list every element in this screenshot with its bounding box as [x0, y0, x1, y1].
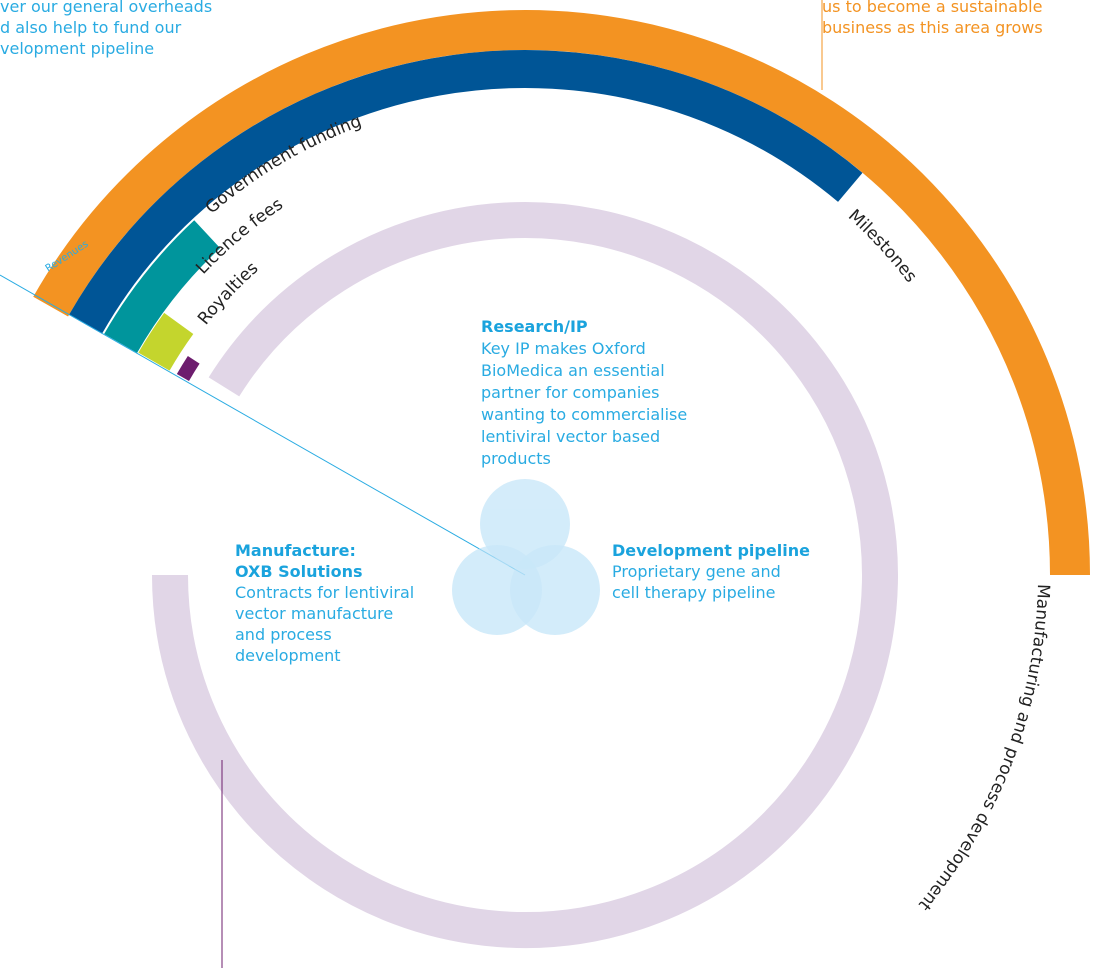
arc-label-text: Manufacturing and process development: [914, 584, 1053, 915]
revenue-line: [0, 274, 526, 576]
text-line: and process: [235, 625, 332, 644]
teal-ring: [104, 220, 221, 354]
venn-circle: [510, 545, 600, 635]
text-line: lentiviral vector based: [481, 427, 660, 446]
text-line: vector manufacture: [235, 604, 393, 623]
text-line: BioMedica an essential: [481, 361, 665, 380]
heading: Manufacture:: [235, 541, 356, 560]
arc-label: Manufacturing and process development: [914, 584, 1053, 915]
text-line: wanting to commercialise: [481, 405, 687, 424]
text-line: business as this area grows: [822, 18, 1043, 37]
orange-ring: [33, 10, 1090, 576]
text-line: d also help to fund our: [0, 18, 182, 37]
text-line: us to become a sustainable: [822, 0, 1042, 16]
heading: OXB Solutions: [235, 562, 363, 581]
text-line: velopment pipeline: [0, 39, 154, 58]
lavender-ring-fade: [152, 377, 240, 576]
arc-label: Milestones: [844, 206, 921, 287]
text-line: ver our general overheads: [0, 0, 212, 16]
lime-ring: [138, 312, 194, 371]
lavender-ring: [152, 202, 898, 948]
text-line: partner for companies: [481, 383, 659, 402]
heading: Development pipeline: [612, 541, 810, 560]
text-line: products: [481, 449, 551, 468]
venn: [452, 479, 600, 635]
text-line: Proprietary gene and: [612, 562, 781, 581]
text-line: cell therapy pipeline: [612, 583, 775, 602]
arc-label-text: Milestones: [844, 206, 921, 287]
text-line: Key IP makes Oxford: [481, 339, 646, 358]
text-line: development: [235, 646, 341, 665]
blue-ring: [68, 50, 863, 334]
text-line: Contracts for lentiviral: [235, 583, 414, 602]
purple-ring: [176, 356, 200, 382]
heading: Research/IP: [481, 317, 588, 336]
